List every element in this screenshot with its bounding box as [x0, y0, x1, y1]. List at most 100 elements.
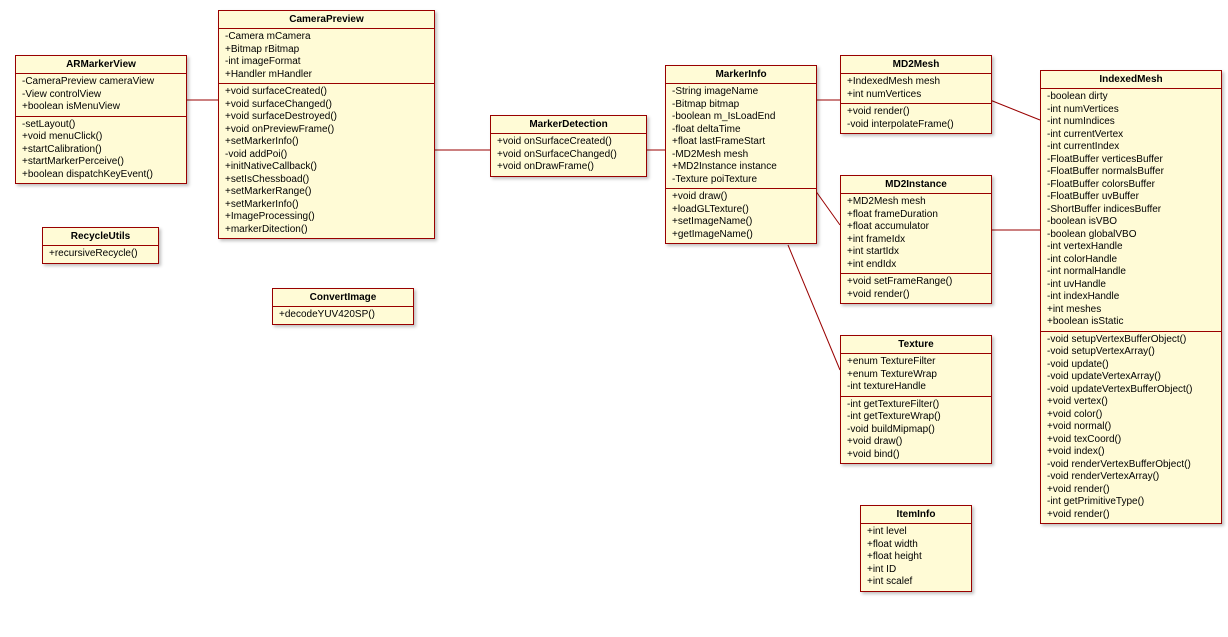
- class-attr-row: +int scalef: [867, 576, 965, 589]
- class-Texture: Texture+enum TextureFilter+enum TextureW…: [840, 335, 992, 464]
- class-op-row: +void onSurfaceChanged(): [497, 149, 640, 162]
- class-title: ConvertImage: [273, 289, 413, 307]
- class-attr-row: +enum TextureWrap: [847, 369, 985, 382]
- class-attr-row: +boolean isMenuView: [22, 101, 180, 114]
- class-attr-row: +enum TextureFilter: [847, 356, 985, 369]
- edge-MD2Mesh-IndexedMesh: [990, 100, 1040, 120]
- class-attr-row: -int currentVertex: [1047, 129, 1215, 142]
- class-attributes: +int level+float width+float height+int …: [861, 524, 971, 591]
- class-operations: +void onSurfaceCreated()+void onSurfaceC…: [491, 134, 646, 176]
- class-attr-row: +float lastFrameStart: [672, 136, 810, 149]
- class-ARMarkerView: ARMarkerView-CameraPreview cameraView-Vi…: [15, 55, 187, 184]
- class-attr-row: -CameraPreview cameraView: [22, 76, 180, 89]
- class-attr-row: -float deltaTime: [672, 124, 810, 137]
- class-attr-row: -Bitmap bitmap: [672, 99, 810, 112]
- class-attr-row: -int numIndices: [1047, 116, 1215, 129]
- class-op-row: +ImageProcessing(): [225, 211, 428, 224]
- class-title: RecycleUtils: [43, 228, 158, 246]
- class-op-row: -setLayout(): [22, 119, 180, 132]
- class-op-row: +void render(): [1047, 509, 1215, 522]
- class-attributes: +IndexedMesh mesh+int numVertices: [841, 74, 991, 104]
- class-attr-row: +MD2Mesh mesh: [847, 196, 985, 209]
- class-attr-row: -FloatBuffer verticesBuffer: [1047, 154, 1215, 167]
- class-CameraPreview: CameraPreview -Camera mCamera+Bitmap rBit…: [218, 10, 435, 239]
- edge-MarkerInfo-MD2Instance: [815, 190, 840, 225]
- class-MarkerDetection: MarkerDetection+void onSurfaceCreated()+…: [490, 115, 647, 177]
- class-attr-row: +int frameIdx: [847, 234, 985, 247]
- class-op-row: +getImageName(): [672, 229, 810, 242]
- class-attr-row: -FloatBuffer uvBuffer: [1047, 191, 1215, 204]
- class-RecycleUtils: RecycleUtils +recursiveRecycle(): [42, 227, 159, 264]
- class-attr-row: -int currentIndex: [1047, 141, 1215, 154]
- class-title: CameraPreview: [219, 11, 434, 29]
- class-attr-row: +int numVertices: [847, 89, 985, 102]
- class-op-row: -void buildMipmap(): [847, 424, 985, 437]
- class-op-row: -void renderVertexArray(): [1047, 471, 1215, 484]
- class-op-row: +void bind(): [847, 449, 985, 462]
- class-op-row: -void interpolateFrame(): [847, 119, 985, 132]
- class-attributes: +enum TextureFilter+enum TextureWrap-int…: [841, 354, 991, 397]
- class-attr-row: +boolean isStatic: [1047, 316, 1215, 329]
- class-attr-row: -int uvHandle: [1047, 279, 1215, 292]
- class-operations: +void surfaceCreated()+void surfaceChang…: [219, 84, 434, 238]
- class-attr-row: -boolean isVBO: [1047, 216, 1215, 229]
- class-attr-row: -ShortBuffer indicesBuffer: [1047, 204, 1215, 217]
- class-attr-row: -int colorHandle: [1047, 254, 1215, 267]
- class-op-row: +loadGLTexture(): [672, 204, 810, 217]
- class-op-row: +void render(): [847, 289, 985, 302]
- class-op-row: +recursiveRecycle(): [49, 248, 152, 261]
- class-op-row: +void onDrawFrame(): [497, 161, 640, 174]
- class-attr-row: -Texture poiTexture: [672, 174, 810, 187]
- class-operations: -int getTextureFilter()-int getTextureWr…: [841, 397, 991, 464]
- class-IndexedMesh: IndexedMesh-boolean dirty-int numVertice…: [1040, 70, 1222, 524]
- class-title: MarkerInfo: [666, 66, 816, 84]
- class-operations: +void render()-void interpolateFrame(): [841, 104, 991, 133]
- class-op-row: +initNativeCallback(): [225, 161, 428, 174]
- class-attr-row: -Camera mCamera: [225, 31, 428, 44]
- class-ConvertImage: ConvertImage+decodeYUV420SP(): [272, 288, 414, 325]
- class-attr-row: -String imageName: [672, 86, 810, 99]
- class-op-row: +void draw(): [672, 191, 810, 204]
- class-op-row: +markerDitection(): [225, 224, 428, 237]
- class-ItemInfo: ItemInfo+int level+float width+float hei…: [860, 505, 972, 592]
- class-op-row: +startMarkerPerceive(): [22, 156, 180, 169]
- class-attr-row: -boolean globalVBO: [1047, 229, 1215, 242]
- class-MarkerInfo: MarkerInfo -String imageName-Bitmap bitma…: [665, 65, 817, 244]
- class-op-row: +setIsChessboad(): [225, 174, 428, 187]
- class-op-row: -void addPoi(): [225, 149, 428, 162]
- class-attr-row: -FloatBuffer colorsBuffer: [1047, 179, 1215, 192]
- class-title: IndexedMesh: [1041, 71, 1221, 89]
- class-title: ItemInfo: [861, 506, 971, 524]
- class-attr-row: -int normalHandle: [1047, 266, 1215, 279]
- class-attr-row: -FloatBuffer normalsBuffer: [1047, 166, 1215, 179]
- class-attr-row: +IndexedMesh mesh: [847, 76, 985, 89]
- class-attr-row: +int endIdx: [847, 259, 985, 272]
- class-title: Texture: [841, 336, 991, 354]
- class-title: MD2Instance: [841, 176, 991, 194]
- class-attr-row: +Bitmap rBitmap: [225, 44, 428, 57]
- class-operations: +void draw()+loadGLTexture()+setImageNam…: [666, 189, 816, 243]
- class-attr-row: -int textureHandle: [847, 381, 985, 394]
- class-op-row: +void vertex(): [1047, 396, 1215, 409]
- class-attr-row: +float width: [867, 539, 965, 552]
- class-op-row: +void onPreviewFrame(): [225, 124, 428, 137]
- class-attr-row: -boolean m_IsLoadEnd: [672, 111, 810, 124]
- class-op-row: +void onSurfaceCreated(): [497, 136, 640, 149]
- class-op-row: -void updateVertexArray(): [1047, 371, 1215, 384]
- class-op-row: -int getTextureWrap(): [847, 411, 985, 424]
- class-op-row: +void menuClick(): [22, 131, 180, 144]
- class-op-row: +void color(): [1047, 409, 1215, 422]
- class-attr-row: -boolean dirty: [1047, 91, 1215, 104]
- class-MD2Instance: MD2Instance+MD2Mesh mesh+float frameDura…: [840, 175, 992, 304]
- class-attributes: -CameraPreview cameraView-View controlVi…: [16, 74, 186, 117]
- class-attr-row: -int imageFormat: [225, 56, 428, 69]
- class-operations: +decodeYUV420SP(): [273, 307, 413, 324]
- class-MD2Mesh: MD2Mesh+IndexedMesh mesh+int numVertices…: [840, 55, 992, 134]
- class-attr-row: +float accumulator: [847, 221, 985, 234]
- class-op-row: +void render(): [847, 106, 985, 119]
- class-attr-row: +float height: [867, 551, 965, 564]
- class-op-row: -void update(): [1047, 359, 1215, 372]
- class-op-row: -void setupVertexArray(): [1047, 346, 1215, 359]
- class-op-row: +setMarkerRange(): [225, 186, 428, 199]
- class-op-row: +void texCoord(): [1047, 434, 1215, 447]
